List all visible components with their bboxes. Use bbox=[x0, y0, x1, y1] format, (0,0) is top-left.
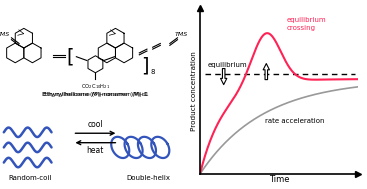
Text: Ethynylhelicene (M)-nonamer (M)-1: Ethynylhelicene (M)-nonamer (M)-1 bbox=[43, 92, 148, 97]
Text: equilibrium
crossing: equilibrium crossing bbox=[287, 17, 326, 31]
Text: rate acceleration: rate acceleration bbox=[265, 118, 324, 124]
Text: TMS: TMS bbox=[175, 32, 188, 36]
Text: Double-helix: Double-helix bbox=[127, 175, 171, 181]
Text: CO$_2$C$_{10}$H$_{21}$: CO$_2$C$_{10}$H$_{21}$ bbox=[81, 82, 110, 91]
Text: cool: cool bbox=[88, 120, 103, 129]
X-axis label: Time: Time bbox=[269, 175, 289, 184]
Text: 8: 8 bbox=[151, 69, 155, 75]
Text: heat: heat bbox=[87, 146, 104, 155]
Text: equilibrium: equilibrium bbox=[208, 62, 247, 68]
Y-axis label: Product concentration: Product concentration bbox=[191, 51, 197, 131]
Text: Ethynylhelicene ($M$)-nonamer ($M$)-1: Ethynylhelicene ($M$)-nonamer ($M$)-1 bbox=[41, 90, 150, 99]
Text: TMS: TMS bbox=[0, 32, 10, 36]
Text: ]: ] bbox=[141, 57, 149, 76]
Text: [: [ bbox=[67, 47, 75, 66]
Text: Random-coil: Random-coil bbox=[9, 175, 52, 181]
